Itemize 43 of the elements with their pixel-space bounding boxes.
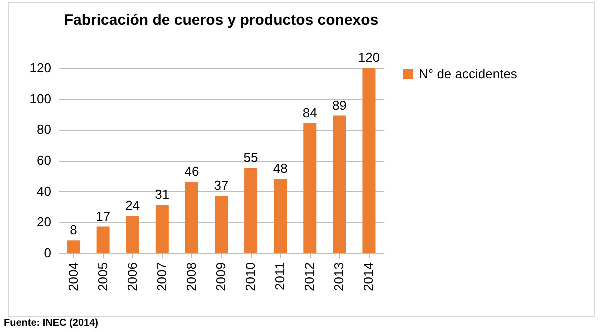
source-note: Fuente: INEC (2014) (4, 318, 98, 329)
data-label: 31 (155, 187, 170, 202)
y-tick-label: 40 (37, 184, 52, 199)
x-tick-label: 2004 (66, 262, 81, 292)
data-label: 37 (214, 178, 229, 193)
bar (67, 240, 80, 253)
y-tick-label: 120 (30, 60, 52, 76)
x-tick-label: 2013 (332, 262, 347, 292)
bar (274, 179, 288, 253)
x-tick-label: 2010 (243, 262, 258, 292)
bar (304, 124, 317, 253)
data-label: 17 (96, 208, 111, 224)
bar (333, 116, 346, 253)
bar (96, 226, 110, 253)
bar (185, 182, 198, 253)
data-label: 48 (273, 161, 288, 176)
y-tick-label: 60 (37, 153, 52, 168)
x-tick-label: 2014 (361, 262, 376, 292)
x-tick-label: 2005 (95, 262, 110, 292)
y-tick-label: 20 (37, 214, 52, 230)
bar (156, 205, 169, 253)
x-tick-label: 2011 (272, 262, 288, 290)
y-tick-label: 100 (30, 91, 52, 106)
data-label: 24 (126, 198, 140, 213)
x-tick-label: 2008 (184, 262, 199, 292)
x-tick-label: 2006 (124, 262, 140, 292)
chart-title: Fabricación de cueros y productos conexos (64, 12, 379, 29)
y-tick-label: 80 (37, 122, 52, 138)
data-label: 120 (358, 50, 380, 65)
x-tick-label: 2007 (154, 262, 170, 292)
bar (215, 196, 228, 253)
legend-label: N° de accidentes (419, 66, 518, 82)
data-label: 46 (184, 164, 200, 180)
bar (126, 216, 140, 253)
bar (244, 168, 258, 253)
data-label: 84 (302, 106, 318, 120)
bar (362, 68, 376, 253)
x-tick-label: 2012 (302, 262, 318, 292)
data-label: 8 (70, 222, 78, 238)
data-label: 55 (244, 150, 258, 166)
y-tick-label: 0 (44, 246, 52, 260)
data-label: 89 (332, 98, 347, 113)
x-tick-label: 2009 (214, 262, 228, 292)
